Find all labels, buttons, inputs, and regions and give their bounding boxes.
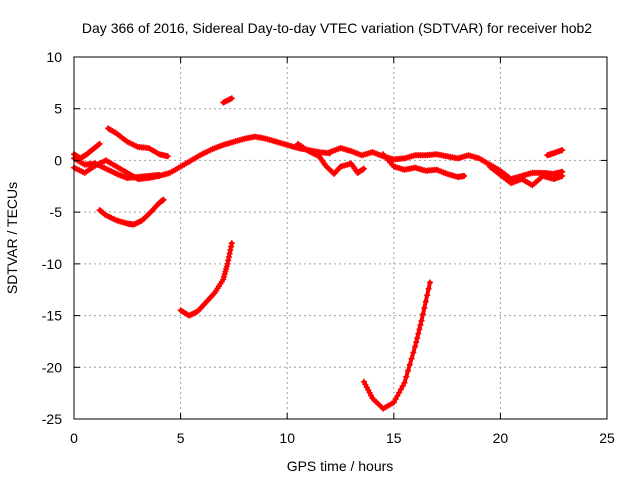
x-tick-label: 0 bbox=[70, 430, 78, 446]
data-point bbox=[412, 343, 419, 350]
data-point bbox=[410, 349, 417, 356]
data-point bbox=[228, 240, 235, 247]
x-tick-label: 20 bbox=[493, 430, 509, 446]
data-point bbox=[414, 334, 421, 341]
data-point bbox=[418, 317, 425, 324]
data-point bbox=[421, 304, 428, 311]
y-tick-label: 10 bbox=[46, 49, 62, 65]
data-point bbox=[408, 355, 415, 362]
y-axis-title: SDTVAR / TECUs bbox=[4, 182, 20, 294]
data-point bbox=[461, 172, 468, 179]
chart-title: Day 366 of 2016, Sidereal Day-to-day VTE… bbox=[82, 20, 592, 36]
y-tick-label: -25 bbox=[42, 411, 62, 427]
data-point bbox=[424, 292, 431, 299]
y-tick-label: -15 bbox=[42, 308, 62, 324]
data-point bbox=[164, 153, 171, 160]
y-tick-label: -5 bbox=[50, 204, 63, 220]
data-point bbox=[425, 285, 432, 292]
grid-lines bbox=[74, 57, 607, 419]
x-tick-label: 25 bbox=[599, 430, 615, 446]
data-point bbox=[397, 386, 404, 393]
data-point bbox=[415, 330, 422, 337]
x-tick-label: 15 bbox=[386, 430, 402, 446]
data-marks bbox=[71, 95, 566, 412]
data-point bbox=[392, 396, 399, 403]
data-point bbox=[422, 298, 429, 305]
data-point bbox=[228, 95, 235, 102]
data-point bbox=[427, 279, 434, 286]
data-point bbox=[396, 389, 403, 396]
data-point bbox=[403, 373, 410, 380]
data-point bbox=[559, 172, 566, 179]
data-point bbox=[405, 367, 412, 374]
data-point bbox=[401, 379, 408, 386]
data-point bbox=[394, 392, 401, 399]
y-tick-label: 5 bbox=[54, 101, 62, 117]
data-point bbox=[399, 383, 406, 390]
data-point bbox=[413, 339, 420, 346]
data-point bbox=[559, 147, 566, 154]
data-point bbox=[160, 196, 167, 203]
x-tick-label: 10 bbox=[279, 430, 295, 446]
x-axis-title: GPS time / hours bbox=[287, 458, 394, 474]
y-tick-label: -20 bbox=[42, 359, 62, 375]
y-tick-label: 0 bbox=[54, 152, 62, 168]
data-point bbox=[95, 141, 102, 148]
data-point bbox=[417, 322, 424, 329]
y-tick-label: -10 bbox=[42, 256, 62, 272]
data-point bbox=[419, 311, 426, 318]
data-point bbox=[96, 140, 103, 147]
data-point bbox=[390, 399, 397, 406]
plot-frame bbox=[73, 56, 608, 420]
data-point bbox=[406, 361, 413, 368]
data-point bbox=[416, 326, 423, 333]
data-point bbox=[360, 165, 367, 172]
x-tick-label: 5 bbox=[177, 430, 185, 446]
axis-ticks: 0 5 10 15 20 25 -25 -20 -15 -10 -5 0 5 10 bbox=[42, 49, 615, 446]
